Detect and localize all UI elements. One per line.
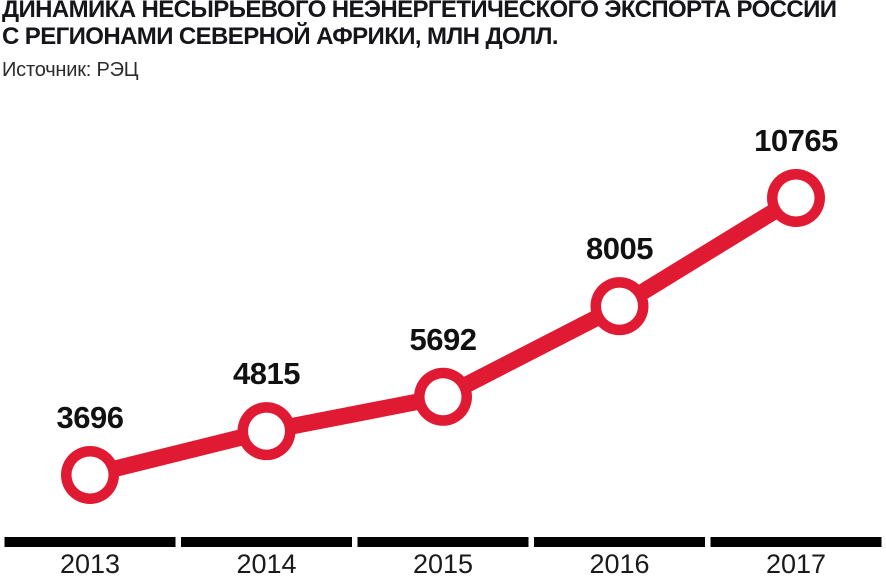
data-label-2014: 4815 [233, 356, 300, 391]
data-label-2013: 3696 [57, 400, 124, 435]
data-point-marker-hole-2014 [248, 412, 285, 450]
source-label: Источник: РЭЦ [2, 59, 139, 81]
x-axis-segment-2017 [710, 537, 882, 547]
x-axis-label-2015: 2015 [413, 549, 473, 576]
chart-title-line-1: ДИНАМИКА НЕСЫРЬЕВОГО НЕЭНЕРГЕТИЧЕСКОГО Э… [2, 0, 837, 23]
x-axis-label-2016: 2016 [589, 549, 649, 576]
x-axis-label-2013: 2013 [60, 549, 120, 576]
data-label-2016: 8005 [586, 231, 653, 266]
x-axis-label-2017: 2017 [766, 549, 826, 576]
data-label-2017: 10765 [754, 123, 838, 158]
data-point-marker-hole-2016 [601, 287, 638, 325]
x-axis-segment-2016 [534, 537, 705, 547]
chart-title-line-2: С РЕГИОНАМИ СЕВЕРНОЙ АФРИКИ, МЛН ДОЛЛ. [2, 23, 559, 50]
x-axis-label-2014: 2014 [236, 549, 296, 576]
data-point-marker-hole-2017 [777, 179, 815, 217]
chart-title: ДИНАМИКА НЕСЫРЬЕВОГО НЕЭНЕРГЕТИЧЕСКОГО Э… [2, 0, 886, 50]
chart-header: ДИНАМИКА НЕСЫРЬЕВОГО НЕЭНЕРГЕТИЧЕСКОГО Э… [2, 0, 886, 82]
data-label-2015: 5692 [410, 322, 477, 357]
x-axis-segment-2014 [181, 537, 352, 547]
data-point-marker-hole-2013 [71, 456, 109, 494]
x-axis-segment-2013 [4, 537, 176, 547]
x-axis-segment-2015 [357, 537, 529, 547]
data-point-marker-hole-2015 [424, 378, 462, 416]
